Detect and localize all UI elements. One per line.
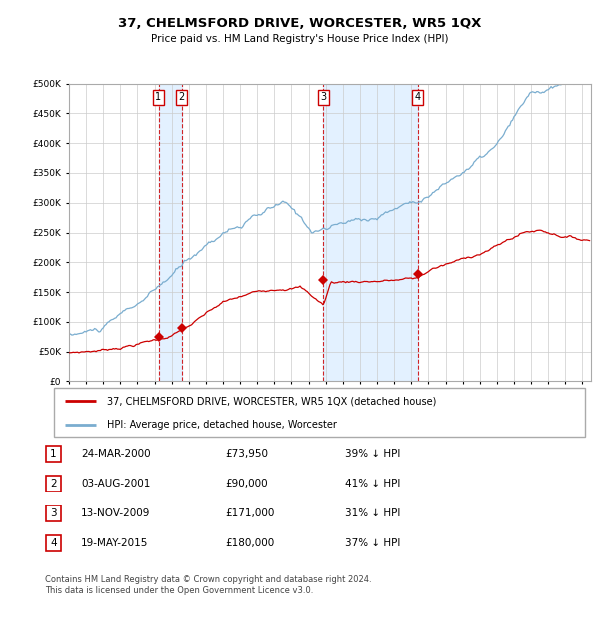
FancyBboxPatch shape [46, 446, 61, 462]
Text: £171,000: £171,000 [225, 508, 274, 518]
Text: HPI: Average price, detached house, Worcester: HPI: Average price, detached house, Worc… [107, 420, 337, 430]
FancyBboxPatch shape [46, 505, 61, 521]
Text: 37, CHELMSFORD DRIVE, WORCESTER, WR5 1QX (detached house): 37, CHELMSFORD DRIVE, WORCESTER, WR5 1QX… [107, 396, 436, 406]
Text: 2: 2 [179, 92, 185, 102]
Text: 19-MAY-2015: 19-MAY-2015 [81, 538, 148, 548]
Text: Price paid vs. HM Land Registry's House Price Index (HPI): Price paid vs. HM Land Registry's House … [151, 34, 449, 44]
Text: £180,000: £180,000 [225, 538, 274, 548]
Text: £73,950: £73,950 [225, 449, 268, 459]
Text: 37, CHELMSFORD DRIVE, WORCESTER, WR5 1QX: 37, CHELMSFORD DRIVE, WORCESTER, WR5 1QX [118, 17, 482, 30]
Text: 3: 3 [320, 92, 326, 102]
Text: 4: 4 [50, 538, 57, 548]
Text: 03-AUG-2001: 03-AUG-2001 [81, 479, 151, 489]
FancyBboxPatch shape [46, 535, 61, 551]
FancyBboxPatch shape [46, 476, 61, 492]
Text: 13-NOV-2009: 13-NOV-2009 [81, 508, 151, 518]
FancyBboxPatch shape [54, 388, 585, 437]
Text: Contains HM Land Registry data © Crown copyright and database right 2024.
This d: Contains HM Land Registry data © Crown c… [45, 575, 371, 595]
Text: 41% ↓ HPI: 41% ↓ HPI [345, 479, 400, 489]
Bar [158, 84, 182, 381]
Bar [323, 84, 418, 381]
Text: 1: 1 [50, 449, 57, 459]
Text: 39% ↓ HPI: 39% ↓ HPI [345, 449, 400, 459]
Text: 31% ↓ HPI: 31% ↓ HPI [345, 508, 400, 518]
Text: 3: 3 [50, 508, 57, 518]
Text: 1: 1 [155, 92, 161, 102]
Text: 37% ↓ HPI: 37% ↓ HPI [345, 538, 400, 548]
Text: 24-MAR-2000: 24-MAR-2000 [81, 449, 151, 459]
Text: £90,000: £90,000 [225, 479, 268, 489]
Text: 2: 2 [50, 479, 57, 489]
Text: 4: 4 [415, 92, 421, 102]
